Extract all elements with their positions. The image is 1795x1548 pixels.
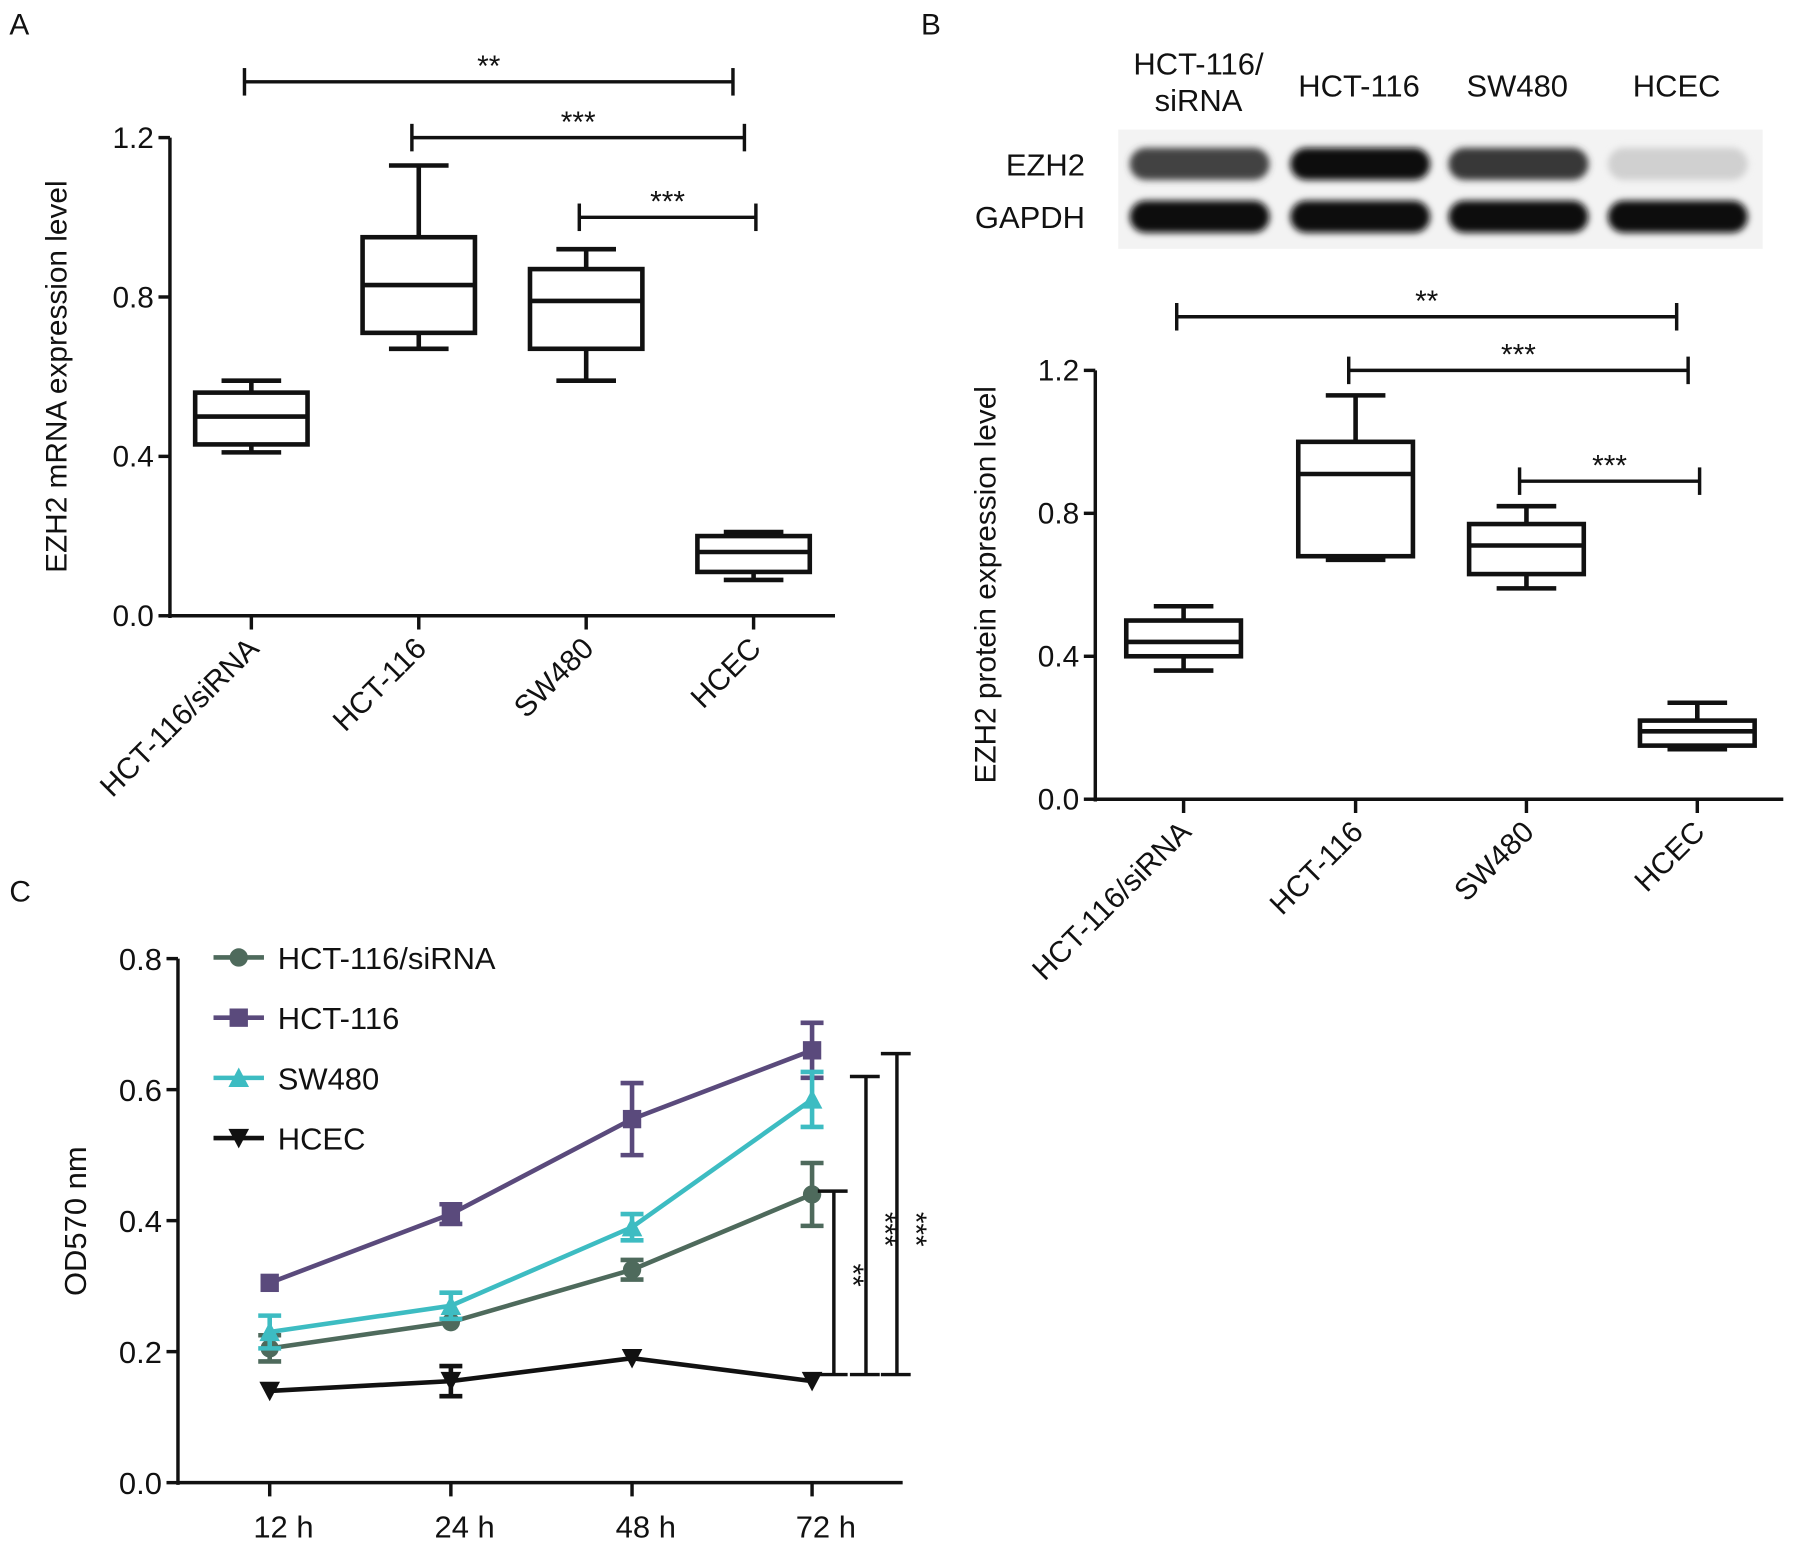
triangle-down-marker xyxy=(228,1128,250,1149)
triangle-up-marker xyxy=(621,1216,643,1237)
blot-row-label: GAPDH xyxy=(975,200,1085,235)
x-tick-label: 24 h xyxy=(435,1510,495,1545)
panel-a-boxplot: 0.0 0.4 0.8 1.2 EZH2 mRNA expression level HC… xyxy=(41,50,836,804)
blot-band xyxy=(1129,147,1270,181)
y-tick-label: 1.2 xyxy=(112,122,153,155)
square-marker xyxy=(441,1204,461,1224)
x-tick-label: 48 h xyxy=(616,1510,676,1545)
triangle-up-marker xyxy=(228,1067,250,1088)
y-axis-label: EZH2 protein expression level xyxy=(970,386,1003,784)
circle-marker xyxy=(622,1260,642,1279)
x-tick-label: SW480 xyxy=(508,632,600,724)
blot-band xyxy=(1129,200,1270,233)
blot-band xyxy=(1607,147,1748,181)
box xyxy=(1295,439,1416,559)
x-tick-label: HCT-116/siRNA xyxy=(94,632,266,804)
significance-label: *** xyxy=(650,186,685,219)
y-tick-label: 0.8 xyxy=(112,281,153,314)
significance-label: *** xyxy=(899,1212,932,1247)
significance-label: ** xyxy=(1415,285,1439,318)
square-marker xyxy=(622,1109,642,1129)
series-sw480 xyxy=(258,1069,824,1351)
blot-band xyxy=(1290,200,1431,233)
x-tick-label: HCEC xyxy=(1628,815,1711,898)
lane-label: HCT-116/ xyxy=(1133,47,1264,82)
lane-label: HCT-116 xyxy=(1298,68,1420,103)
y-tick-label: 0.2 xyxy=(119,1335,162,1370)
triangle-down-marker xyxy=(621,1349,643,1369)
y-tick-label: 0.4 xyxy=(1038,641,1079,674)
significance-label: *** xyxy=(561,106,596,139)
circle-marker xyxy=(229,948,248,967)
legend-label: SW480 xyxy=(278,1061,380,1096)
y-tick-label: 1.2 xyxy=(1038,355,1079,388)
panel-label-c: C xyxy=(9,875,31,908)
panel-c-line-chart: 0.0 0.2 0.4 0.6 0.8 OD570 nm 12 h 24 h 48 h 72 h H… xyxy=(58,941,932,1545)
circle-marker xyxy=(802,1185,822,1204)
legend-label: HCEC xyxy=(278,1122,366,1157)
series-line xyxy=(268,1048,813,1285)
lane-label: siRNA xyxy=(1155,83,1243,118)
triangle-up-marker xyxy=(440,1295,462,1315)
legend-item: HCT-116 xyxy=(213,1001,400,1036)
y-axis-label: OD570 nm xyxy=(58,1146,93,1296)
lane-label: SW480 xyxy=(1467,68,1569,103)
significance-label: *** xyxy=(1592,449,1627,482)
panel-b-boxplot: 0.0 0.4 0.8 1.2 EZH2 protein expression leve… xyxy=(970,285,1784,987)
significance-label: ** xyxy=(836,1263,869,1287)
significance-label: ** xyxy=(477,50,501,83)
series-hct-116-sirna xyxy=(258,1160,824,1364)
blot-band xyxy=(1607,200,1748,233)
x-tick-label: HCT-116 xyxy=(327,632,433,738)
y-tick-label: 0.0 xyxy=(119,1466,162,1501)
x-tick-label: HCT-116 xyxy=(1264,815,1370,921)
series-line xyxy=(269,1355,813,1394)
blot-band xyxy=(1448,200,1589,233)
x-tick-label: SW480 xyxy=(1448,815,1540,907)
y-tick-label: 0.0 xyxy=(112,600,153,633)
series-hct-116 xyxy=(260,1020,824,1293)
y-tick-label: 0.6 xyxy=(119,1073,162,1108)
y-axis-label: EZH2 mRNA expression level xyxy=(41,180,74,572)
legend-item: HCT-116/siRNA xyxy=(213,941,496,976)
x-tick-label: HCEC xyxy=(685,632,768,715)
blot-band xyxy=(1448,147,1589,181)
triangle-down-marker xyxy=(440,1371,462,1392)
box xyxy=(1466,521,1587,577)
panel-label-b: B xyxy=(921,8,941,41)
y-tick-label: 0.8 xyxy=(119,942,162,977)
y-tick-label: 0.4 xyxy=(119,1204,162,1239)
y-tick-label: 0.8 xyxy=(1038,498,1079,531)
legend-label: HCT-116/siRNA xyxy=(278,941,496,976)
box xyxy=(1123,618,1244,659)
series-line xyxy=(269,1097,814,1335)
square-marker xyxy=(260,1273,279,1293)
blot-row-label: EZH2 xyxy=(1006,147,1085,182)
blot-band xyxy=(1290,147,1431,181)
legend-item: HCEC xyxy=(213,1122,366,1157)
x-tick-label: 72 h xyxy=(796,1510,856,1545)
y-tick-label: 0.4 xyxy=(112,441,153,474)
box xyxy=(527,266,645,352)
legend-label: HCT-116 xyxy=(278,1001,400,1036)
triangle-up-marker xyxy=(259,1321,281,1342)
panel-b-western-blot: HCT-116/siRNA HCT-116 SW480 HCEC EZH2 GAPDH xyxy=(975,47,1763,249)
y-tick-label: 0.0 xyxy=(1038,784,1079,817)
triangle-up-marker xyxy=(801,1089,823,1109)
x-tick-label: 12 h xyxy=(253,1510,313,1545)
significance-label: *** xyxy=(1501,339,1536,372)
x-tick-label: HCT-116/siRNA xyxy=(1026,815,1198,987)
square-marker xyxy=(229,1008,248,1027)
panel-label-a: A xyxy=(9,8,29,41)
lane-label: HCEC xyxy=(1633,68,1721,103)
series-hcec xyxy=(259,1349,823,1402)
legend-item: SW480 xyxy=(213,1061,380,1096)
square-marker xyxy=(802,1041,822,1060)
series-line xyxy=(269,1192,813,1351)
triangle-down-marker xyxy=(259,1381,281,1402)
triangle-down-marker xyxy=(801,1371,823,1392)
